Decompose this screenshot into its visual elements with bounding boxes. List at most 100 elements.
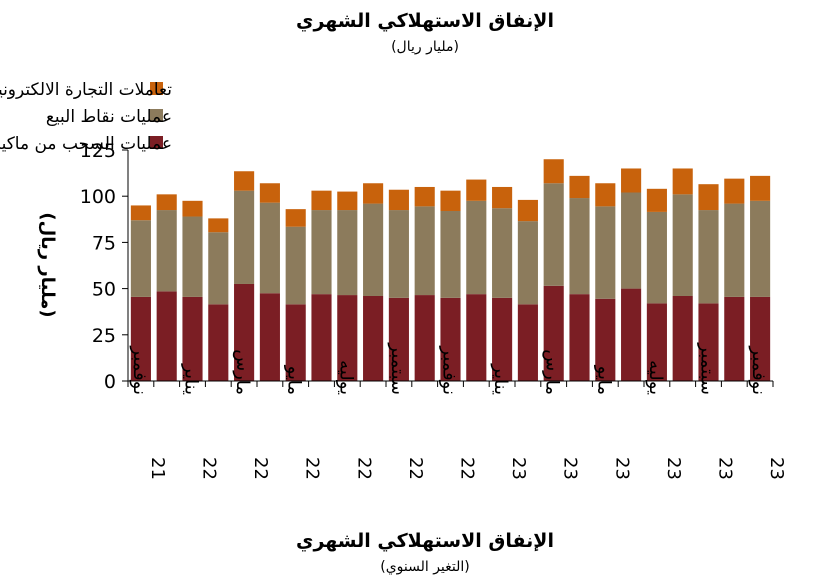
bar-segment-series-0 [517, 304, 538, 381]
bar-segment-series-0 [750, 296, 771, 381]
bar-segment-series-1 [414, 206, 435, 296]
legend-label: تعاملات التجارة الالكترونية [0, 80, 172, 100]
bar-segment-series-1 [672, 194, 693, 296]
x-tick-year: 23 [560, 457, 581, 480]
bar-segment-series-1 [234, 190, 255, 284]
legend-label: عمليات نقاط البيع [46, 107, 172, 127]
bar-segment-series-1 [595, 206, 616, 299]
legend-label: عمليات السحب من ماكينات الصرف الآلي [0, 133, 172, 154]
y-tick-label: 100 [80, 186, 116, 208]
bar-segment-series-2 [646, 188, 667, 212]
x-tick-label: مايو 22 [284, 365, 323, 480]
bar-segment-series-2 [517, 199, 538, 222]
bar-segment-series-2 [337, 191, 358, 211]
x-tick-year: 22 [353, 457, 374, 480]
bar-segment-series-0 [543, 285, 564, 381]
chart-subtitle: (مليار ريال) [391, 39, 459, 55]
bar-segment-series-2 [285, 209, 306, 227]
bar-segment-series-0 [285, 304, 306, 381]
x-tick-year: 22 [250, 457, 271, 480]
bar-segment-series-1 [517, 221, 538, 305]
bar-segment-series-2 [130, 205, 151, 221]
x-tick-month: مارس [542, 349, 563, 395]
bar-segment-series-0 [156, 291, 177, 381]
lower-chart-title: الإنفاق الاستهلاكي الشهري [296, 530, 554, 553]
bar-segment-series-1 [440, 210, 461, 298]
bar-segment-series-0 [646, 303, 667, 381]
x-tick-label: نوفمبر 23 [748, 345, 787, 480]
bar-segment-series-1 [750, 200, 771, 297]
bar-segment-series-0 [130, 296, 151, 381]
bar-segment-series-2 [466, 179, 487, 201]
y-tick-label: 75 [92, 232, 116, 254]
bar-segment-series-1 [621, 192, 642, 289]
x-axis: نوفمبر21يناير22مارس22مايو22يوليه22سبتمبر… [127, 342, 787, 480]
bar-segment-series-2 [156, 194, 177, 211]
bar-segment-series-0 [724, 296, 745, 381]
x-tick-month: يوليه [645, 360, 666, 395]
bar-segment-series-0 [363, 295, 384, 381]
bar-segment-series-1 [208, 232, 229, 305]
x-tick-label: مارس 23 [542, 349, 581, 480]
bar-segment-series-0 [595, 298, 616, 381]
x-tick-year: 22 [199, 457, 220, 480]
bar-segment-series-2 [672, 168, 693, 195]
bar-segment-series-2 [414, 186, 435, 207]
bar-segment-series-0 [440, 297, 461, 381]
x-tick-month: نوفمبر [439, 345, 460, 395]
bar-segment-series-1 [466, 200, 487, 295]
legend-swatch [150, 82, 163, 95]
bar-segment-series-1 [337, 210, 358, 296]
bar-segment-series-0 [311, 294, 332, 381]
bar-segment-series-0 [388, 297, 409, 381]
x-tick-label: يوليه 22 [335, 360, 374, 480]
y-tick-label: 50 [92, 279, 116, 301]
bar-segment-series-2 [569, 175, 590, 199]
x-tick-month: سبتمبر [387, 342, 408, 395]
x-tick-label: مارس 22 [232, 349, 271, 480]
x-tick-month: سبتمبر [697, 342, 718, 395]
x-tick-label: يوليه 23 [645, 360, 684, 480]
bar-segment-series-2 [388, 189, 409, 211]
x-tick-year: 23 [508, 457, 529, 480]
y-axis-label: (مليار ريال) [37, 212, 58, 317]
bar-segment-series-1 [156, 210, 177, 292]
x-tick-month: مايو [284, 365, 305, 395]
legend-swatch [150, 109, 163, 122]
bar-segment-series-2 [492, 186, 513, 209]
y-tick-label: 0 [104, 371, 116, 393]
bar-segment-series-0 [208, 304, 229, 381]
bar-segment-series-2 [363, 183, 384, 204]
x-tick-month: نوفمبر [748, 345, 769, 395]
bar-segment-series-2 [208, 218, 229, 233]
y-tick-label: 125 [80, 140, 116, 162]
x-tick-year: 23 [663, 457, 684, 480]
bar-segment-series-2 [724, 178, 745, 204]
y-tick-label: 25 [92, 325, 116, 347]
x-tick-label: سبتمبر 23 [697, 342, 736, 480]
x-tick-label: نوفمبر 21 [129, 345, 168, 480]
bar-segment-series-1 [646, 211, 667, 304]
bar-segment-series-0 [698, 303, 719, 381]
bar-segment-series-0 [337, 295, 358, 381]
x-tick-year: 23 [766, 457, 787, 480]
x-tick-label: يناير 23 [490, 363, 529, 480]
bar-segment-series-1 [724, 203, 745, 297]
bar-segment-series-2 [621, 168, 642, 193]
bar-segment-series-0 [492, 297, 513, 381]
x-tick-label: سبتمبر 22 [387, 342, 426, 480]
bar-segment-series-1 [311, 210, 332, 295]
bar-segment-series-1 [182, 216, 203, 297]
x-tick-month: يناير [181, 363, 202, 395]
x-tick-month: يوليه [335, 360, 356, 395]
bar-segment-series-2 [698, 184, 719, 211]
bar-segment-series-2 [543, 159, 564, 184]
bar-segment-series-0 [569, 294, 590, 381]
bar-segment-series-1 [363, 203, 384, 296]
bar-segment-series-1 [492, 208, 513, 298]
x-tick-label: نوفمبر 22 [439, 345, 478, 480]
x-tick-year: 22 [302, 457, 323, 480]
x-tick-year: 23 [611, 457, 632, 480]
bar-segment-series-1 [388, 210, 409, 298]
